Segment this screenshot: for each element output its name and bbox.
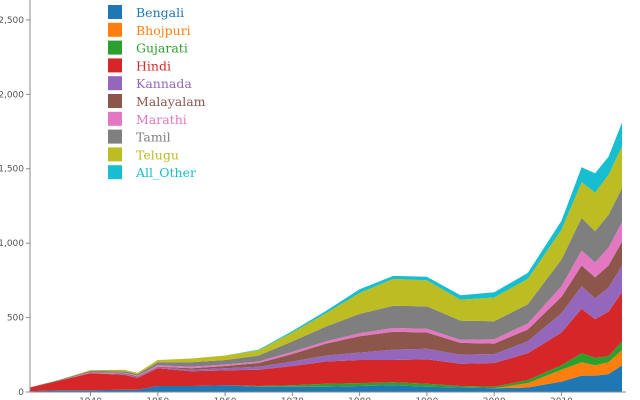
x-tick-label: 1950 bbox=[146, 397, 169, 400]
legend-label-gujarati: Gujarati bbox=[136, 41, 188, 56]
legend-label-hindi: Hindi bbox=[136, 58, 171, 73]
legend-swatch-marathi bbox=[108, 111, 122, 126]
y-tick-label: 2,500 bbox=[0, 16, 24, 26]
area-tamil bbox=[30, 188, 622, 388]
x-tick-label: 2010 bbox=[550, 397, 573, 400]
areas-group bbox=[30, 122, 622, 392]
x-tick-label: 1980 bbox=[348, 397, 371, 400]
legend-label-malayalam: Malayalam bbox=[136, 94, 206, 109]
legend: Bengali Bhojpuri Gujarati Hindi Kannada Malay… bbox=[108, 5, 206, 180]
legend-swatch-gujarati bbox=[108, 40, 122, 55]
legend-swatch-kannada bbox=[108, 76, 122, 91]
legend-swatch-tamil bbox=[108, 129, 122, 144]
legend-label-telugu: Telugu bbox=[136, 147, 179, 162]
legend-swatch-hindi bbox=[108, 58, 122, 73]
y-axis: 0 500 1,000 1,500 2,000 2,500 bbox=[0, 0, 31, 398]
area-kannada bbox=[30, 265, 622, 388]
y-tick-label: 1,000 bbox=[0, 239, 24, 249]
legend-label-all-other: All_Other bbox=[135, 165, 196, 180]
y-tick-label: 500 bbox=[7, 314, 24, 324]
x-tick-label: 1940 bbox=[79, 397, 102, 400]
area-hindi bbox=[30, 292, 622, 392]
legend-swatch-all-other bbox=[108, 165, 122, 180]
x-tick-label: 2000 bbox=[483, 397, 506, 400]
legend-label-kannada: Kannada bbox=[136, 76, 192, 91]
y-tick-label: 0 bbox=[18, 388, 24, 398]
legend-label-bengali: Bengali bbox=[136, 5, 184, 20]
x-tick-label: 1990 bbox=[415, 397, 438, 400]
y-tick-label: 1,500 bbox=[0, 165, 24, 175]
x-tick-label: 1960 bbox=[214, 397, 237, 400]
legend-swatch-malayalam bbox=[108, 94, 122, 108]
legend-label-marathi: Marathi bbox=[136, 112, 187, 127]
area-malayalam bbox=[30, 241, 622, 388]
x-axis: 1940 1950 1960 1970 1980 1990 2000 2010 bbox=[30, 391, 626, 400]
legend-label-tamil: Tamil bbox=[136, 130, 171, 145]
y-tick-label: 2,000 bbox=[0, 90, 24, 100]
legend-swatch-telugu bbox=[108, 147, 122, 162]
legend-swatch-bhojpuri bbox=[108, 22, 122, 37]
legend-label-bhojpuri: Bhojpuri bbox=[136, 23, 191, 38]
area-bengali bbox=[30, 365, 622, 392]
x-tick-label: 1970 bbox=[281, 397, 304, 400]
legend-swatch-bengali bbox=[108, 5, 122, 19]
